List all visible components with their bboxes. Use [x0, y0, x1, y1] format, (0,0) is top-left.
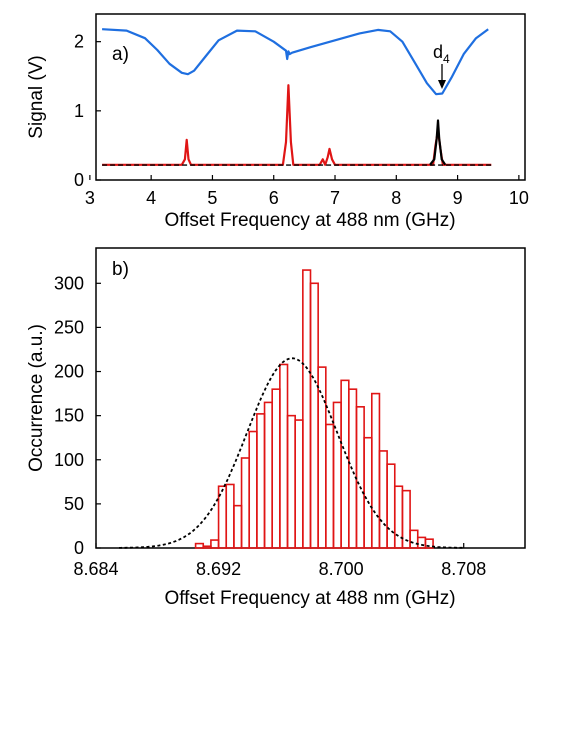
histogram-bar	[202, 545, 212, 549]
panel-a-label: a)	[112, 44, 129, 65]
panel-b-ytick-label: 100	[54, 450, 84, 470]
histogram-bar	[409, 529, 419, 549]
panel-a-frame	[95, 13, 526, 181]
panel-b-xtick-label: 8.692	[196, 559, 241, 579]
annotation-arrow-head	[438, 80, 446, 89]
panel-a-series-2	[429, 119, 447, 166]
histogram-bar	[332, 401, 342, 549]
panel-a-ytick-label: 2	[74, 32, 84, 52]
panel-b: b) Occurrence (a.u.) Offset Frequency at…	[26, 247, 526, 609]
panel-b-ylabel: Occurrence (a.u.)	[26, 324, 47, 472]
panel-b-ytick-label: 0	[74, 538, 84, 558]
gaussian-fit-curve	[119, 357, 464, 549]
panel-b-ytick-label: 150	[54, 406, 84, 426]
panel-a-ylabel: Signal (V)	[26, 55, 47, 138]
histogram-bar	[325, 423, 335, 549]
histogram-bar	[294, 419, 304, 549]
histogram-bar	[240, 457, 251, 549]
histogram-bar	[378, 450, 388, 549]
panel-b-xlabel: Offset Frequency at 488 nm (GHz)	[164, 588, 455, 609]
histogram-bar	[256, 413, 266, 549]
panel-a-xtick-label: 10	[509, 188, 529, 208]
panel-a-xtick-label: 3	[85, 188, 95, 208]
panel-a: a) Signal (V) Offset Frequency at 488 nm…	[26, 13, 529, 231]
histogram-bar	[370, 392, 381, 549]
histogram-bar	[271, 388, 281, 549]
panel-a-xtick-label: 5	[207, 188, 217, 208]
panel-a-xtick-label: 6	[269, 188, 279, 208]
histogram-bar	[279, 363, 289, 549]
panel-b-ytick-label: 50	[64, 494, 84, 514]
histogram-bar	[309, 282, 319, 549]
panel-a-plot-area	[102, 28, 492, 166]
panel-b-ytick-label: 300	[54, 273, 84, 293]
panel-b-ytick-label: 200	[54, 362, 84, 382]
histogram-bar	[286, 414, 296, 549]
histogram-bar	[317, 366, 327, 549]
panel-b-plot-area	[119, 269, 464, 549]
panel-b-xtick-label: 8.684	[73, 559, 118, 579]
panel-a-xtick-label: 7	[330, 188, 340, 208]
panel-a-ytick-label: 0	[74, 170, 84, 190]
histogram-bar	[355, 406, 365, 549]
histogram-bar	[416, 536, 427, 549]
panel-a-xlabel: Offset Frequency at 488 nm (GHz)	[164, 210, 455, 231]
panel-a-series-1	[102, 84, 492, 166]
histogram-bar	[424, 538, 434, 549]
histogram-bar	[233, 504, 243, 549]
histogram-bar	[302, 269, 312, 549]
histogram-bar	[393, 485, 404, 549]
histogram-bar	[210, 539, 220, 549]
panel-b-ytick-label: 250	[54, 317, 84, 337]
panel-a-ytick-label: 1	[74, 101, 84, 121]
panel-b-xtick-label: 8.708	[441, 559, 486, 579]
histogram-bar	[194, 542, 205, 549]
panel-a-ticks: 3 4 5 6 7 8 9 10 0 1 2	[74, 32, 529, 208]
histogram-bar	[263, 401, 274, 549]
histogram-bar	[401, 489, 411, 549]
panel-a-xtick-label: 4	[146, 188, 156, 208]
histogram-bar	[225, 483, 235, 549]
panel-b-xtick-label: 8.700	[319, 559, 364, 579]
histogram-bar	[386, 463, 396, 549]
histogram-bar	[363, 436, 373, 549]
panel-b-ticks: 8.684 8.692 8.700 8.708 0 50 100 150 200 250 300	[54, 273, 486, 579]
histogram-bar	[248, 430, 258, 549]
panel-a-series-0	[102, 28, 489, 96]
panel-a-xtick-label: 9	[453, 188, 463, 208]
panel-b-label: b)	[112, 259, 129, 280]
annotation-d4: d4	[433, 42, 450, 66]
panel-a-annotation: d4	[433, 42, 450, 89]
panel-a-xtick-label: 8	[391, 188, 401, 208]
histogram-bar	[340, 379, 350, 549]
